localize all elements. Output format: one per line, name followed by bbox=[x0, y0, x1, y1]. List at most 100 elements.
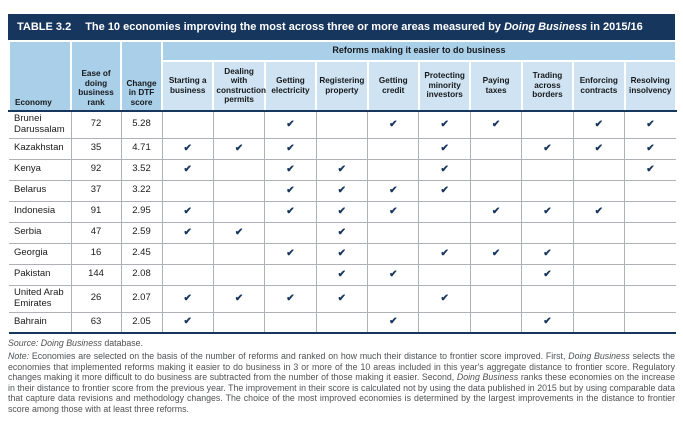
check-cell bbox=[469, 311, 523, 335]
check-cell bbox=[572, 221, 626, 244]
source-line: Source: Doing Business database. bbox=[8, 338, 675, 348]
rank-cell: 92 bbox=[70, 158, 122, 181]
check-cell: ✔ bbox=[418, 284, 471, 313]
check-cell: ✔ bbox=[418, 242, 471, 265]
check-cell bbox=[624, 263, 676, 286]
check-cell: ✔ bbox=[469, 200, 523, 223]
check-cell bbox=[572, 179, 626, 202]
table-row: Serbia 47 2.59 ✔ ✔ ✔ bbox=[9, 221, 676, 244]
check-cell: ✔ bbox=[367, 179, 420, 202]
area-column-header: Getting credit bbox=[366, 60, 420, 112]
check-icon: ✔ bbox=[286, 247, 295, 259]
check-cell: ✔ bbox=[161, 284, 214, 313]
check-cell bbox=[521, 221, 574, 244]
check-icon: ✔ bbox=[491, 205, 501, 217]
check-icon: ✔ bbox=[286, 142, 295, 154]
check-cell bbox=[212, 179, 266, 202]
check-icon: ✔ bbox=[234, 292, 244, 304]
check-cell: ✔ bbox=[264, 110, 317, 139]
note-text: Note: Economies are selected on the basi… bbox=[8, 351, 675, 414]
economy-cell: Belarus bbox=[9, 179, 72, 202]
check-cell bbox=[367, 242, 420, 265]
table-row: Brunei Darussalam 72 5.28 ✔ ✔ ✔ ✔ ✔ ✔ bbox=[9, 110, 676, 139]
check-cell bbox=[212, 242, 266, 265]
check-cell: ✔ bbox=[315, 200, 369, 223]
check-icon: ✔ bbox=[286, 118, 295, 130]
check-cell: ✔ bbox=[367, 263, 420, 286]
check-cell bbox=[264, 221, 317, 244]
rank-cell: 16 bbox=[70, 242, 122, 265]
area-column-header: Registering property bbox=[315, 60, 369, 112]
table-row: Bahrain 63 2.05 ✔ ✔ ✔ bbox=[9, 311, 676, 335]
check-icon: ✔ bbox=[183, 142, 192, 154]
table-number: TABLE 3.2 bbox=[17, 21, 72, 33]
rank-cell: 144 bbox=[70, 263, 122, 286]
check-cell: ✔ bbox=[264, 200, 317, 223]
economy-cell: Indonesia bbox=[9, 200, 72, 223]
text-segment: Note: bbox=[8, 351, 30, 361]
table-row: Indonesia 91 2.95 ✔ ✔ ✔ ✔ ✔ ✔ ✔ bbox=[9, 200, 676, 223]
check-cell bbox=[264, 263, 317, 286]
check-cell: ✔ bbox=[624, 137, 676, 160]
check-icon: ✔ bbox=[337, 247, 347, 259]
check-icon: ✔ bbox=[491, 118, 501, 130]
check-cell bbox=[624, 200, 676, 223]
check-cell: ✔ bbox=[572, 137, 626, 160]
check-cell bbox=[161, 110, 214, 139]
economy-cell: Kazakhstan bbox=[9, 137, 72, 160]
check-cell: ✔ bbox=[418, 179, 471, 202]
check-cell: ✔ bbox=[367, 110, 420, 139]
check-cell: ✔ bbox=[264, 179, 317, 202]
area-column-header: Protecting minority investors bbox=[417, 60, 472, 112]
check-cell: ✔ bbox=[264, 284, 317, 313]
dtf-score-cell: 3.22 bbox=[120, 179, 163, 202]
check-cell: ✔ bbox=[212, 137, 266, 160]
dtf-score-cell: 2.59 bbox=[120, 221, 163, 244]
economy-cell: Georgia bbox=[9, 242, 72, 265]
column-header-rank: Ease of doing business rank bbox=[70, 40, 122, 112]
check-icon: ✔ bbox=[440, 163, 449, 175]
check-cell bbox=[572, 263, 626, 286]
dtf-score-cell: 2.45 bbox=[120, 242, 163, 265]
check-cell bbox=[469, 221, 523, 244]
check-cell bbox=[418, 263, 471, 286]
check-icon: ✔ bbox=[234, 226, 244, 238]
check-cell bbox=[315, 137, 369, 160]
table-row: Belarus 37 3.22 ✔ ✔ ✔ ✔ bbox=[9, 179, 676, 202]
text-segment: The 10 economies improving the most acro… bbox=[85, 21, 504, 33]
check-icon: ✔ bbox=[286, 184, 295, 196]
dtf-score-cell: 4.71 bbox=[120, 137, 163, 160]
reforms-table: Economy Ease of doing business rank Change… bbox=[8, 40, 677, 335]
table-row: Kenya 92 3.52 ✔ ✔ ✔ ✔ ✔ bbox=[9, 158, 676, 181]
check-cell bbox=[469, 158, 523, 181]
check-icon: ✔ bbox=[183, 163, 192, 175]
check-cell bbox=[212, 158, 266, 181]
check-icon: ✔ bbox=[543, 205, 552, 217]
check-cell bbox=[367, 221, 420, 244]
check-cell bbox=[212, 110, 266, 139]
text-segment: Economies are selected on the basis of t… bbox=[29, 351, 569, 361]
check-icon: ✔ bbox=[286, 163, 295, 175]
check-icon: ✔ bbox=[440, 292, 449, 304]
dtf-score-cell: 5.28 bbox=[120, 110, 163, 139]
check-icon: ✔ bbox=[337, 163, 347, 175]
check-icon: ✔ bbox=[286, 292, 295, 304]
check-cell bbox=[161, 263, 214, 286]
text-segment: Doing Business bbox=[568, 351, 630, 361]
check-icon: ✔ bbox=[440, 247, 449, 259]
check-cell bbox=[572, 311, 626, 335]
table-row: Pakistan 144 2.08 ✔ ✔ ✔ bbox=[9, 263, 676, 286]
check-icon: ✔ bbox=[286, 205, 295, 217]
check-cell bbox=[418, 221, 471, 244]
area-column-header: Getting electricity bbox=[263, 60, 318, 112]
check-icon: ✔ bbox=[389, 118, 398, 130]
check-icon: ✔ bbox=[646, 118, 655, 130]
check-cell: ✔ bbox=[212, 284, 266, 313]
check-cell bbox=[521, 110, 574, 139]
check-cell bbox=[418, 311, 471, 335]
rank-cell: 35 bbox=[70, 137, 122, 160]
dtf-score-cell: 2.95 bbox=[120, 200, 163, 223]
rank-cell: 91 bbox=[70, 200, 122, 223]
check-cell bbox=[367, 137, 420, 160]
